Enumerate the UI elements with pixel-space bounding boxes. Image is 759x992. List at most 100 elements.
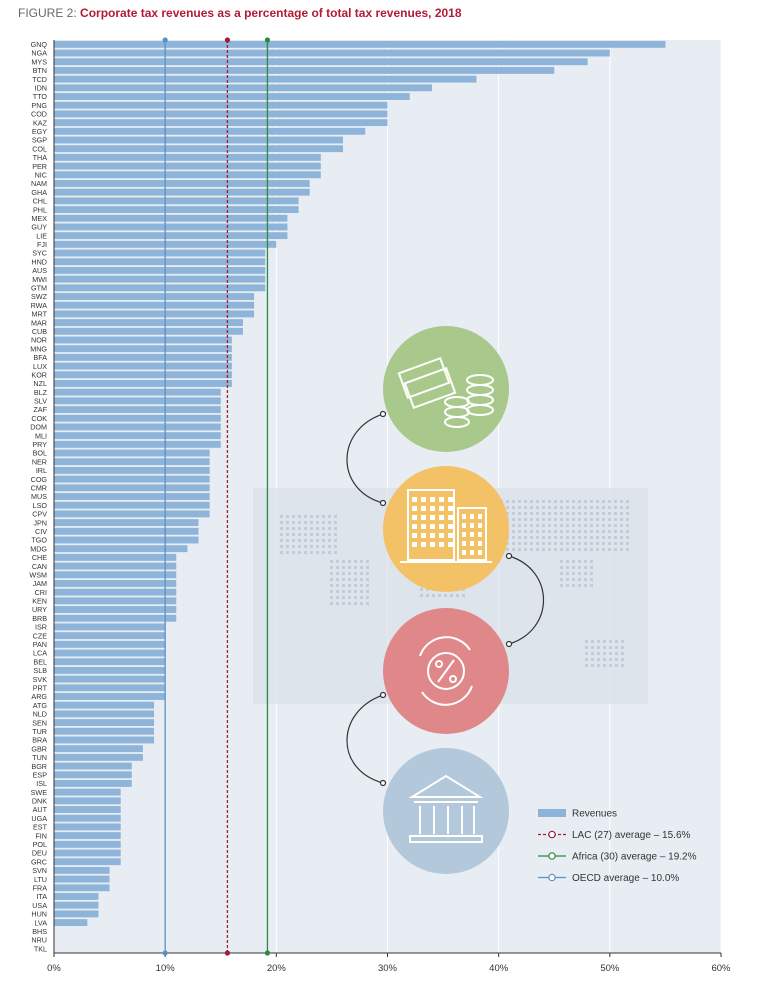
bar	[54, 632, 166, 640]
connector-line	[346, 413, 384, 504]
legend-marker	[548, 873, 556, 882]
category-label: RWA	[31, 301, 48, 310]
bar	[54, 136, 344, 144]
bar	[54, 353, 232, 361]
bar	[54, 145, 344, 153]
bar	[54, 901, 99, 909]
category-label: LVA	[34, 918, 47, 927]
legend-swatch	[538, 809, 566, 817]
bar	[54, 536, 199, 544]
legend-marker	[548, 830, 556, 839]
bar	[54, 458, 210, 466]
category-label: CMR	[31, 484, 47, 493]
category-label: TKL	[34, 944, 47, 953]
bar	[54, 919, 88, 927]
bar	[54, 93, 410, 100]
bar	[54, 623, 166, 631]
lac-marker	[224, 37, 231, 43]
category-label: COD	[31, 110, 47, 119]
bar	[54, 571, 177, 579]
category-label: MAR	[31, 318, 47, 327]
category-label: POL	[33, 840, 47, 849]
category-label: GRC	[31, 857, 47, 866]
bar	[54, 258, 266, 266]
connector-lines	[346, 410, 544, 787]
category-label: IDN	[35, 84, 47, 93]
figure-title: FIGURE 2: Corporate tax revenues as a pe…	[18, 6, 462, 20]
category-label: USA	[32, 901, 47, 910]
bar	[54, 423, 221, 431]
bar	[54, 788, 121, 796]
bar	[54, 101, 388, 109]
legend: Revenues LAC (27) average – 15.6% Africa (…	[538, 809, 697, 884]
category-label: KOR	[31, 370, 47, 379]
africa-marker	[264, 950, 271, 956]
bar	[54, 180, 310, 187]
bar	[54, 510, 210, 518]
bar	[54, 606, 177, 613]
category-label: SGP	[32, 136, 47, 145]
category-label: CUB	[32, 327, 47, 336]
bar	[54, 388, 221, 396]
money-stack-icon	[383, 326, 509, 452]
bar	[54, 484, 210, 492]
category-label: SYC	[32, 249, 47, 258]
x-tick-label: 30%	[378, 963, 398, 974]
bar	[54, 840, 121, 848]
bar	[54, 275, 266, 283]
category-label: HUN	[31, 910, 47, 919]
category-label: BLZ	[34, 388, 48, 397]
category-label: CHE	[32, 553, 47, 562]
bar	[54, 527, 199, 535]
category-label: MWI	[32, 275, 47, 284]
category-label: ITA	[36, 892, 47, 901]
bar	[54, 736, 155, 744]
category-label: ISL	[36, 779, 47, 788]
icon-circle	[383, 466, 509, 592]
category-label: WSM	[29, 570, 47, 579]
bar	[54, 171, 321, 179]
bar	[54, 293, 255, 300]
category-label: TUN	[32, 753, 47, 762]
category-label: LSO	[33, 501, 48, 510]
category-label: URY	[32, 605, 47, 614]
category-label: GTM	[31, 284, 47, 293]
bar	[54, 745, 143, 753]
bar	[54, 440, 221, 448]
bar	[54, 684, 166, 692]
figure-title-text: Corporate tax revenues as a percentage o…	[80, 6, 462, 20]
connector-dot	[505, 552, 513, 560]
category-label: ATG	[33, 701, 48, 710]
category-label: BTN	[33, 66, 47, 75]
category-label: MYS	[31, 57, 47, 66]
connector-dot	[379, 691, 387, 699]
bar	[54, 858, 121, 866]
bar	[54, 762, 132, 770]
category-label: CZE	[33, 631, 48, 640]
bar	[54, 310, 255, 318]
bar	[54, 493, 210, 500]
bar	[54, 197, 299, 205]
category-label: DEU	[32, 849, 47, 858]
bar	[54, 727, 155, 735]
bar	[54, 719, 155, 727]
category-label: MDG	[30, 544, 47, 553]
bar	[54, 327, 243, 335]
category-label: LIE	[36, 231, 47, 240]
bar	[54, 58, 588, 66]
category-label: SLB	[33, 666, 47, 675]
illustration	[253, 326, 648, 874]
connector-dot	[379, 499, 387, 507]
bar	[54, 214, 288, 222]
legend-label: OECD average – 10.0%	[572, 873, 679, 884]
category-label: SVK	[33, 675, 48, 684]
bar	[54, 649, 166, 657]
category-label: PRY	[32, 440, 47, 449]
category-label: BRA	[32, 736, 47, 745]
bar	[54, 188, 310, 196]
bar	[54, 362, 232, 370]
bar	[54, 779, 132, 787]
bar	[54, 701, 155, 709]
category-label: MEX	[31, 214, 47, 223]
category-label: KAZ	[33, 118, 48, 127]
